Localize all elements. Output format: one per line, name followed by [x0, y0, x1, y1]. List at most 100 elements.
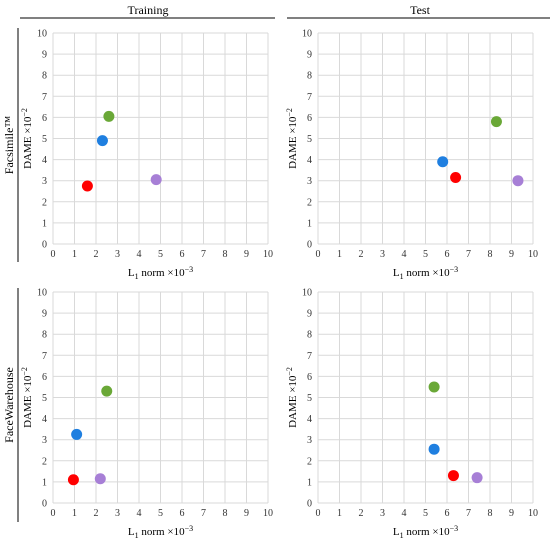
x-tick-label: 0	[316, 508, 321, 519]
x-axis-label-main: L	[393, 526, 400, 538]
x-tick-label: 3	[380, 249, 385, 260]
x-tick-label: 9	[509, 508, 514, 519]
y-axis-label-main: DAME ×10	[22, 375, 34, 428]
y-axis-label-exp: −2	[285, 367, 294, 376]
y-axis-label-main: DAME ×10	[22, 116, 34, 169]
x-tick-label: 0	[316, 249, 321, 260]
x-tick-label: 6	[180, 249, 185, 260]
x-tick-label: 7	[466, 508, 471, 519]
y-tick-label: 1	[307, 218, 312, 229]
x-tick-label: 1	[337, 249, 342, 260]
x-tick-label: 9	[244, 508, 249, 519]
x-tick-label: 1	[72, 508, 77, 519]
y-tick-label: 3	[42, 435, 47, 446]
x-axis-label-sub: 1	[135, 272, 139, 281]
scatter-point	[512, 175, 524, 187]
y-tick-label: 8	[307, 330, 312, 341]
scatter-point	[428, 443, 440, 455]
scatter-point	[67, 474, 79, 486]
x-tick-label: 0	[51, 508, 56, 519]
x-tick-label: 9	[509, 249, 514, 260]
x-axis-label: L1 norm ×10−3	[128, 265, 193, 281]
x-tick-label: 4	[137, 508, 142, 519]
x-tick-label: 3	[115, 249, 120, 260]
x-axis-label-main: L	[128, 267, 135, 279]
y-tick-label: 2	[307, 456, 312, 467]
scatter-point	[150, 174, 162, 186]
y-tick-label: 0	[307, 499, 312, 510]
y-tick-label: 9	[42, 50, 47, 61]
scatter-point	[450, 172, 462, 184]
row-header-facsimile: Facsimile™	[2, 116, 16, 175]
y-tick-label: 6	[307, 372, 312, 383]
x-tick-label: 10	[528, 508, 538, 519]
y-tick-label: 4	[42, 414, 47, 425]
y-tick-label: 8	[307, 71, 312, 82]
y-axis-label: DAME ×10−2	[20, 367, 34, 428]
y-tick-label: 1	[42, 477, 47, 488]
y-tick-label: 5	[42, 134, 47, 145]
x-tick-label: 6	[445, 249, 450, 260]
x-tick-label: 4	[137, 249, 142, 260]
y-tick-label: 9	[307, 50, 312, 61]
y-axis-label-exp: −2	[285, 108, 294, 117]
x-tick-label: 7	[201, 508, 206, 519]
x-axis-label-exp: −3	[450, 265, 459, 274]
x-tick-label: 4	[402, 249, 407, 260]
scatter-point	[447, 470, 459, 482]
x-tick-label: 1	[72, 249, 77, 260]
y-tick-label: 2	[307, 197, 312, 208]
x-tick-label: 10	[528, 249, 538, 260]
x-tick-label: 5	[423, 249, 428, 260]
y-tick-label: 5	[42, 393, 47, 404]
column-header-training: Training	[128, 3, 169, 17]
scatter-point	[103, 110, 115, 122]
y-tick-label: 6	[42, 372, 47, 383]
x-tick-label: 9	[244, 249, 249, 260]
y-tick-label: 9	[307, 309, 312, 320]
x-tick-label: 3	[380, 508, 385, 519]
scatter-point	[94, 473, 106, 485]
y-tick-label: 5	[307, 393, 312, 404]
y-tick-label: 0	[307, 240, 312, 251]
x-tick-label: 3	[115, 508, 120, 519]
x-axis-label-main: L	[128, 526, 135, 538]
y-tick-label: 4	[42, 155, 47, 166]
y-tick-label: 7	[307, 351, 312, 362]
x-tick-label: 10	[263, 249, 273, 260]
x-axis-label-rest: norm ×10	[139, 267, 185, 279]
y-tick-label: 3	[307, 176, 312, 187]
y-tick-label: 2	[42, 456, 47, 467]
x-tick-label: 10	[263, 508, 273, 519]
x-tick-label: 7	[466, 249, 471, 260]
x-tick-label: 4	[402, 508, 407, 519]
x-tick-label: 2	[359, 249, 364, 260]
x-axis-label-sub: 1	[400, 272, 404, 281]
x-axis-label-exp: −3	[185, 265, 194, 274]
x-tick-label: 0	[51, 249, 56, 260]
x-axis-label-sub: 1	[400, 531, 404, 540]
y-axis-label: DAME ×10−2	[285, 367, 299, 428]
x-axis-label: L1 norm ×10−3	[393, 524, 458, 540]
y-tick-label: 7	[42, 92, 47, 103]
y-tick-label: 7	[307, 92, 312, 103]
y-tick-label: 8	[42, 330, 47, 341]
x-tick-label: 2	[94, 249, 99, 260]
x-axis-label-exp: −3	[185, 524, 194, 533]
scatter-point	[96, 135, 108, 147]
scatter-point	[71, 428, 83, 440]
x-tick-label: 2	[359, 508, 364, 519]
column-header-test: Test	[410, 3, 430, 17]
x-tick-label: 8	[488, 508, 493, 519]
y-axis-label-main: DAME ×10	[287, 116, 299, 169]
scatter-point	[101, 385, 113, 397]
y-axis-label-exp: −2	[20, 108, 29, 117]
y-tick-label: 10	[37, 29, 47, 40]
